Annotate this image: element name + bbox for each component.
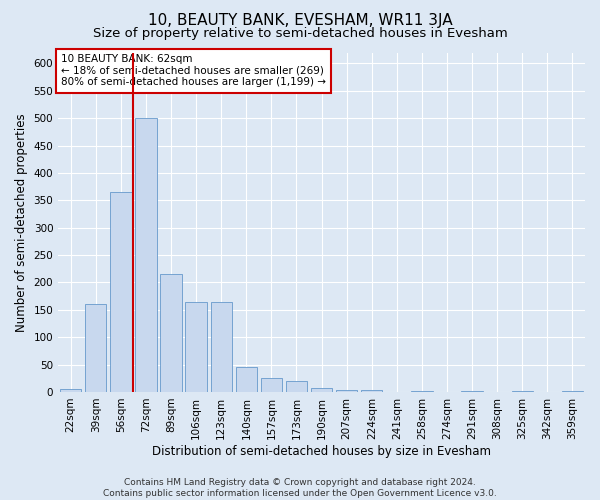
Bar — [60, 389, 82, 392]
Bar — [336, 390, 358, 392]
X-axis label: Distribution of semi-detached houses by size in Evesham: Distribution of semi-detached houses by … — [152, 444, 491, 458]
Text: Size of property relative to semi-detached houses in Evesham: Size of property relative to semi-detach… — [92, 28, 508, 40]
Bar — [261, 378, 282, 392]
Bar — [136, 118, 157, 392]
Bar — [411, 391, 433, 392]
Bar — [236, 368, 257, 392]
Bar — [311, 388, 332, 392]
Bar — [286, 381, 307, 392]
Bar — [160, 274, 182, 392]
Text: 10, BEAUTY BANK, EVESHAM, WR11 3JA: 10, BEAUTY BANK, EVESHAM, WR11 3JA — [148, 12, 452, 28]
Y-axis label: Number of semi-detached properties: Number of semi-detached properties — [15, 113, 28, 332]
Text: 10 BEAUTY BANK: 62sqm
← 18% of semi-detached houses are smaller (269)
80% of sem: 10 BEAUTY BANK: 62sqm ← 18% of semi-deta… — [61, 54, 326, 88]
Bar — [110, 192, 131, 392]
Bar — [211, 302, 232, 392]
Bar — [361, 390, 382, 392]
Bar — [185, 302, 207, 392]
Text: Contains HM Land Registry data © Crown copyright and database right 2024.
Contai: Contains HM Land Registry data © Crown c… — [103, 478, 497, 498]
Bar — [85, 304, 106, 392]
